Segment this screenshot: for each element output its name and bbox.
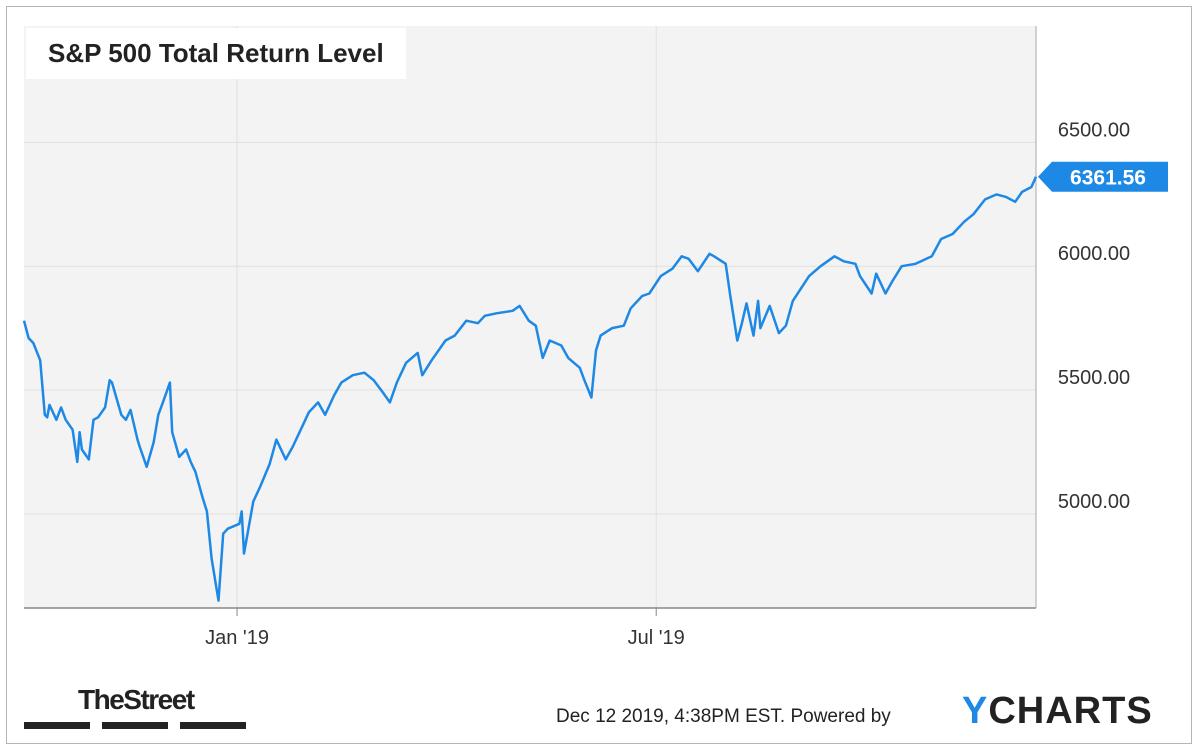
chart-title: S&P 500 Total Return Level (26, 28, 406, 79)
x-tick-label: Jul '19 (628, 627, 685, 649)
ycharts-logo-y: Y (962, 690, 989, 732)
footer-info: Dec 12 2019, 4:38PM EST. Powered by (556, 706, 891, 728)
last-value-badge-shape (1038, 161, 1168, 192)
thestreet-logo: TheStreet (78, 684, 195, 715)
y-ticks: 5000.00 5500.00 6000.00 6500.00 (1058, 119, 1130, 512)
grid-lines (24, 26, 1036, 608)
last-value-label: 6361.56 (1070, 167, 1146, 190)
logo-bar (102, 722, 168, 729)
powered-by-text: Powered by (790, 706, 891, 727)
y-tick-label: 6000.00 (1058, 243, 1130, 265)
ycharts-logo-rest: CHARTS (988, 690, 1153, 732)
x-ticks: Jan '19 Jul '19 (205, 608, 685, 649)
y-tick-label: 5000.00 (1058, 491, 1130, 513)
plot-area (24, 26, 1036, 608)
x-tick-label: Jan '19 (205, 627, 269, 649)
ycharts-logo: YCHARTS (962, 690, 1153, 733)
timestamp: Dec 12 2019, 4:38PM EST. (556, 706, 786, 727)
series-line (22, 176, 1038, 602)
thestreet-logo-bars (24, 722, 246, 729)
series-group (22, 176, 1038, 602)
logo-bar (180, 722, 246, 729)
y-tick-label: 5500.00 (1058, 367, 1130, 389)
y-tick-label: 6500.00 (1058, 119, 1130, 141)
logo-bar (24, 722, 90, 729)
last-value-badge: 6361.56 (1038, 161, 1168, 192)
